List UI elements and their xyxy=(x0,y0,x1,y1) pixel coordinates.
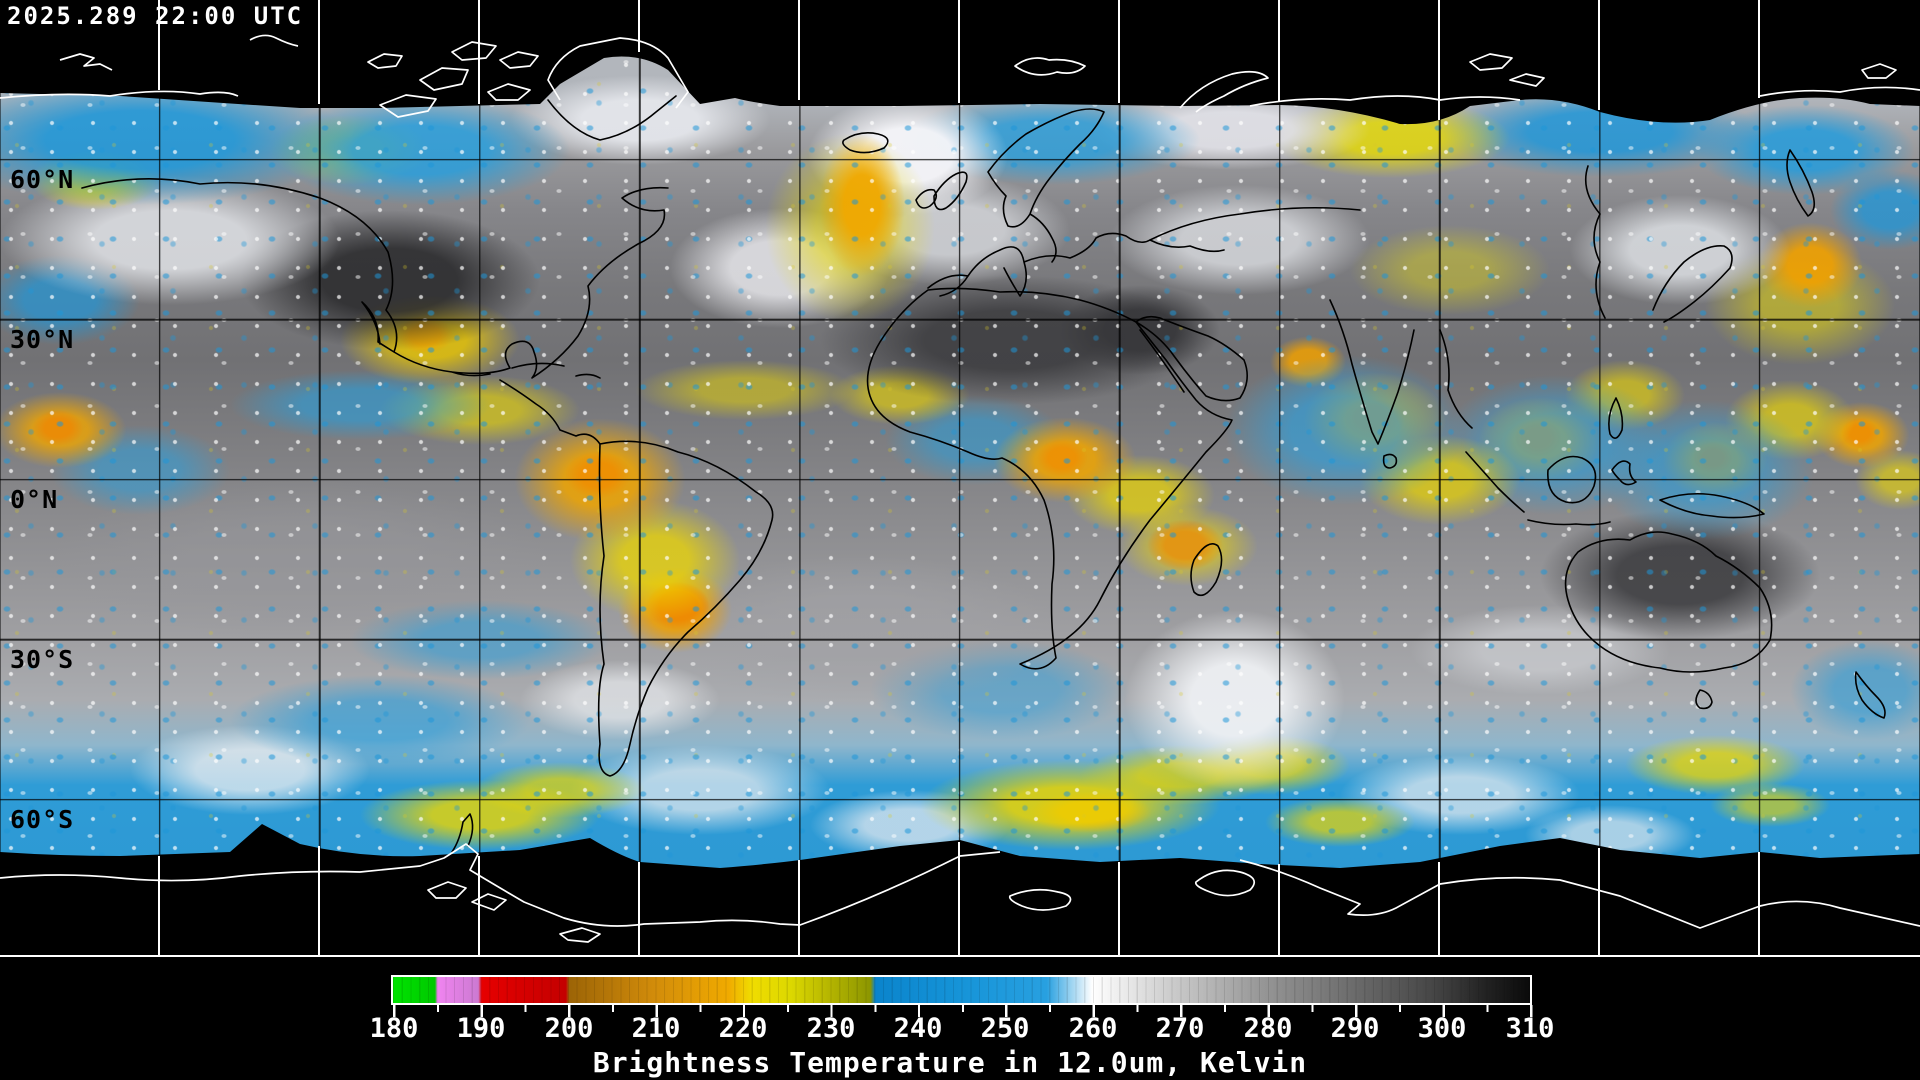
colorbar-tick-label: 260 xyxy=(1068,1013,1118,1044)
colorbar-tick-label: 250 xyxy=(980,1013,1030,1044)
timestamp: 2025.289 22:00 UTC xyxy=(7,2,304,30)
latitude-label-60s: 60°S xyxy=(10,805,75,834)
colorbar-tick-label: 270 xyxy=(1155,1013,1205,1044)
colorbar-tick-label: 240 xyxy=(893,1013,943,1044)
latitude-label-30n: 30°N xyxy=(10,325,75,354)
colorbar-tick-label: 300 xyxy=(1417,1013,1467,1044)
latitude-label-30s: 30°S xyxy=(10,645,75,674)
latitude-label-60n: 60°N xyxy=(10,165,75,194)
colorbar-caption: Brightness Temperature in 12.0um, Kelvin xyxy=(592,1046,1308,1079)
colorbar-gradient xyxy=(393,977,1530,1003)
colorbar-tick-label: 210 xyxy=(631,1013,681,1044)
colorbar-tick-label: 180 xyxy=(369,1013,419,1044)
colorbar-tick-label: 200 xyxy=(544,1013,594,1044)
colorbar-tick-label: 290 xyxy=(1330,1013,1380,1044)
graticule xyxy=(0,0,1920,960)
colorbar-tick-label: 310 xyxy=(1505,1013,1555,1044)
satellite-map: 2025.289 22:00 UTC 60°N 30°N 0°N 30°S 60… xyxy=(0,0,1920,960)
colorbar xyxy=(391,975,1532,1005)
colorbar-tick-label: 280 xyxy=(1243,1013,1293,1044)
colorbar-tick-label: 220 xyxy=(718,1013,768,1044)
colorbar-minor-ticks xyxy=(437,1005,1489,1012)
colorbar-tick-label: 190 xyxy=(456,1013,506,1044)
latitude-label-0n: 0°N xyxy=(10,485,59,514)
colorbar-tick-label: 230 xyxy=(806,1013,856,1044)
